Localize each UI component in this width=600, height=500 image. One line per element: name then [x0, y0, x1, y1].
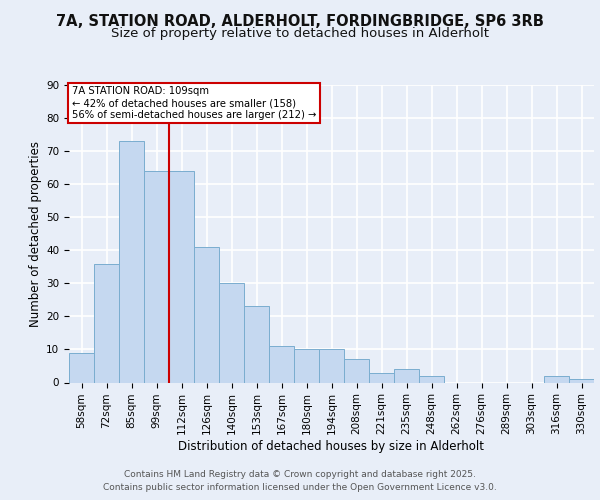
Text: Contains HM Land Registry data © Crown copyright and database right 2025.
Contai: Contains HM Land Registry data © Crown c… [103, 470, 497, 492]
X-axis label: Distribution of detached houses by size in Alderholt: Distribution of detached houses by size … [179, 440, 485, 453]
Y-axis label: Number of detached properties: Number of detached properties [29, 141, 42, 327]
Bar [569, 379, 594, 382]
Bar [544, 376, 569, 382]
Text: 7A, STATION ROAD, ALDERHOLT, FORDINGBRIDGE, SP6 3RB: 7A, STATION ROAD, ALDERHOLT, FORDINGBRID… [56, 14, 544, 29]
Bar [419, 376, 444, 382]
Text: Size of property relative to detached houses in Alderholt: Size of property relative to detached ho… [111, 28, 489, 40]
Bar [244, 306, 269, 382]
Bar [369, 372, 394, 382]
Bar [344, 360, 369, 382]
Bar [219, 284, 244, 382]
Bar [69, 353, 94, 382]
Text: 7A STATION ROAD: 109sqm
← 42% of detached houses are smaller (158)
56% of semi-d: 7A STATION ROAD: 109sqm ← 42% of detache… [71, 86, 316, 120]
Bar [394, 370, 419, 382]
Bar [144, 171, 169, 382]
Bar [94, 264, 119, 382]
Bar [169, 171, 194, 382]
Bar [119, 141, 144, 382]
Bar [294, 350, 319, 382]
Bar [194, 247, 219, 382]
Bar [269, 346, 294, 383]
Bar [319, 350, 344, 382]
